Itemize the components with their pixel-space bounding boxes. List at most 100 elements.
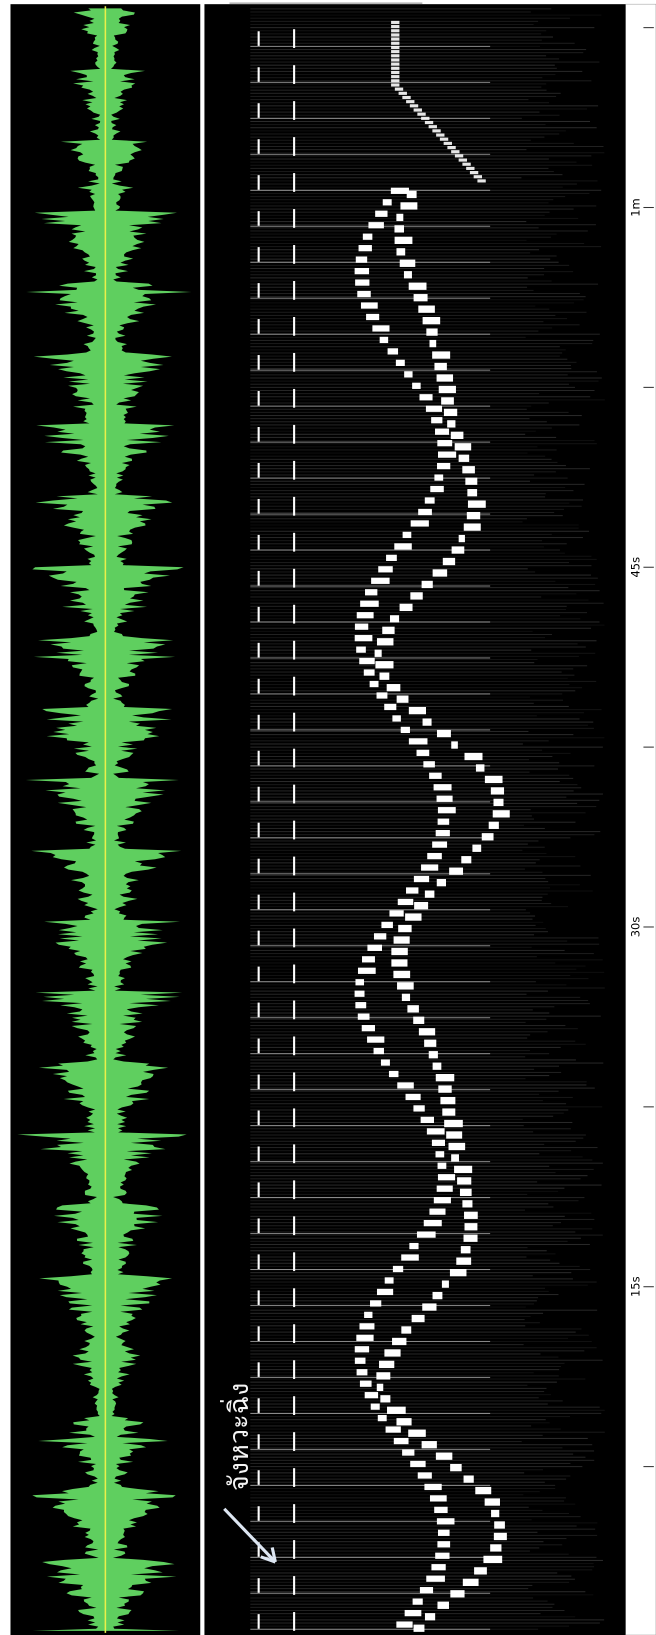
note-blob bbox=[436, 1518, 455, 1525]
noise-band bbox=[250, 1322, 540, 1324]
noise-band bbox=[250, 768, 558, 770]
noise-band bbox=[250, 1031, 548, 1033]
note-blob bbox=[432, 129, 441, 133]
noise-band bbox=[250, 1500, 565, 1502]
note-blob bbox=[437, 1162, 447, 1169]
noise-band bbox=[250, 721, 594, 723]
noise-band bbox=[250, 987, 605, 989]
noise-band bbox=[250, 286, 528, 288]
note-blob bbox=[359, 657, 375, 665]
noise-band bbox=[250, 1103, 567, 1105]
note-blob bbox=[437, 462, 451, 470]
noise-band bbox=[250, 224, 596, 226]
noise-band bbox=[250, 349, 566, 351]
noise-band bbox=[250, 258, 551, 260]
onset-line bbox=[250, 837, 491, 839]
onset-mark bbox=[293, 712, 296, 732]
noise-band bbox=[250, 1172, 556, 1174]
note-blob bbox=[379, 1360, 395, 1369]
noise-band bbox=[250, 896, 543, 898]
note-blob bbox=[413, 1624, 425, 1632]
onset-line bbox=[250, 621, 491, 623]
note-blob bbox=[437, 1174, 456, 1181]
note-blob bbox=[421, 864, 439, 871]
noise-band bbox=[250, 142, 574, 144]
noise-band bbox=[250, 1087, 595, 1089]
noise-band bbox=[250, 1218, 595, 1220]
noise-band bbox=[250, 1456, 586, 1458]
noise-band bbox=[250, 893, 548, 895]
noise-band bbox=[250, 1225, 553, 1227]
onset-mark bbox=[257, 1038, 260, 1054]
noise-band bbox=[250, 1215, 565, 1217]
note-blob bbox=[436, 1185, 453, 1192]
noise-band bbox=[250, 242, 585, 244]
note-blob bbox=[411, 1314, 425, 1323]
noise-band bbox=[250, 246, 602, 248]
noise-band bbox=[250, 1162, 603, 1164]
noise-band bbox=[250, 1447, 563, 1449]
note-blob bbox=[391, 79, 400, 83]
noise-band bbox=[250, 424, 580, 426]
note-blob bbox=[386, 554, 397, 561]
onset-line bbox=[250, 585, 491, 587]
noise-band bbox=[250, 1247, 528, 1249]
waveform bbox=[17, 6, 192, 1633]
note-blob bbox=[419, 1587, 434, 1594]
onset-mark bbox=[257, 391, 260, 406]
note-blob bbox=[488, 821, 499, 829]
note-blob bbox=[389, 910, 404, 917]
noise-band bbox=[250, 702, 534, 704]
noise-band bbox=[250, 199, 554, 201]
noise-band bbox=[250, 11, 531, 13]
note-blob bbox=[441, 397, 454, 405]
noise-band bbox=[250, 1356, 559, 1358]
note-blob bbox=[386, 684, 401, 692]
noise-band bbox=[250, 343, 593, 345]
noise-band bbox=[250, 155, 592, 157]
note-blob bbox=[449, 867, 464, 875]
onset-mark bbox=[257, 1290, 260, 1305]
noise-band bbox=[250, 665, 588, 667]
noise-band bbox=[250, 1078, 526, 1080]
onset-mark bbox=[257, 1578, 260, 1593]
onset-mark bbox=[293, 1036, 296, 1056]
note-blob bbox=[397, 982, 414, 990]
onset-line bbox=[250, 1484, 491, 1486]
noise-band bbox=[250, 421, 547, 423]
onset-line bbox=[250, 1628, 491, 1630]
noise-band bbox=[250, 677, 568, 679]
onset-mark bbox=[257, 211, 260, 226]
note-blob bbox=[402, 531, 412, 539]
note-blob bbox=[367, 1036, 385, 1043]
noise-band bbox=[250, 562, 570, 564]
note-blob bbox=[391, 70, 400, 75]
note-blob bbox=[413, 294, 428, 302]
noise-band bbox=[250, 1265, 580, 1267]
note-blob bbox=[384, 1277, 394, 1284]
note-blob bbox=[391, 41, 400, 45]
noise-band bbox=[250, 302, 575, 304]
noise-band bbox=[250, 659, 538, 661]
noise-band bbox=[250, 1256, 527, 1258]
note-blob bbox=[493, 798, 504, 807]
note-blob bbox=[404, 1609, 422, 1617]
noise-band bbox=[250, 1378, 586, 1380]
note-blob bbox=[435, 1151, 445, 1158]
noise-band bbox=[250, 1434, 543, 1436]
noise-band bbox=[250, 1522, 598, 1524]
noise-band bbox=[250, 321, 544, 323]
note-blob bbox=[434, 474, 444, 481]
note-blob bbox=[469, 171, 479, 175]
noise-band bbox=[250, 1287, 545, 1289]
noise-band bbox=[250, 887, 551, 889]
note-blob bbox=[391, 37, 400, 41]
noise-band bbox=[250, 1084, 587, 1086]
note-blob bbox=[363, 669, 375, 676]
noise-band bbox=[250, 471, 556, 473]
noise-band bbox=[250, 465, 566, 467]
noise-band bbox=[250, 1253, 556, 1255]
note-blob bbox=[387, 348, 399, 355]
noise-band bbox=[250, 818, 534, 820]
noise-band bbox=[250, 555, 592, 557]
